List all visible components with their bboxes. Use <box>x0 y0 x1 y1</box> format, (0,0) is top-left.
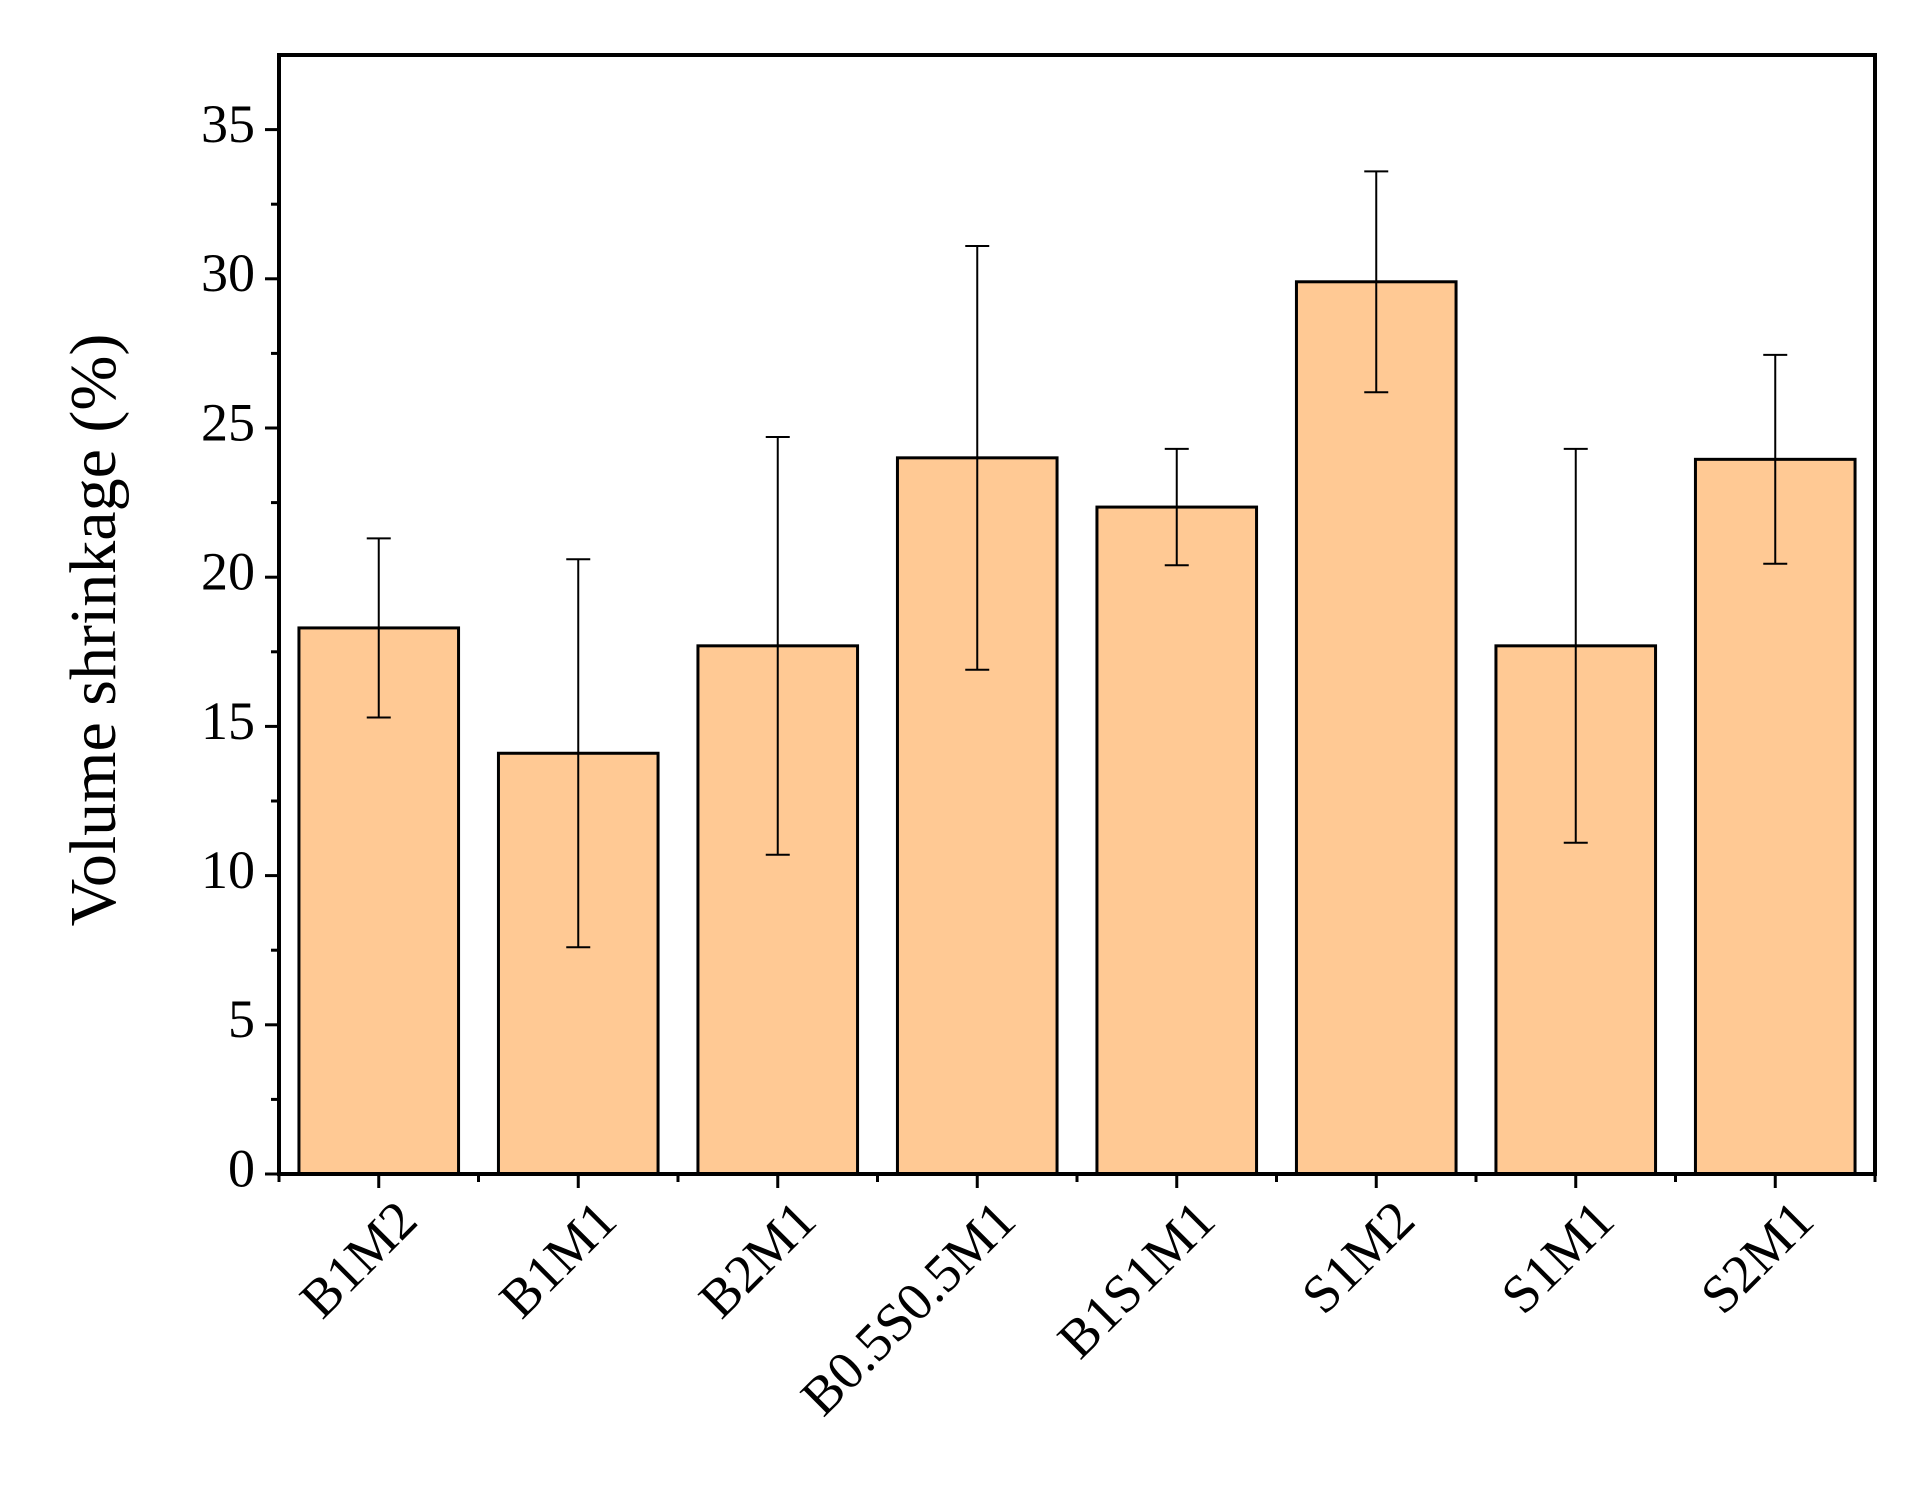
y-tick-label: 15 <box>201 691 255 751</box>
x-tick-label: S2M1 <box>1689 1189 1825 1325</box>
bar <box>1294 280 1458 1176</box>
x-tick-label: S1M2 <box>1290 1189 1426 1325</box>
x-tick-label: S1M1 <box>1490 1189 1626 1325</box>
bar <box>1693 457 1857 1176</box>
y-tick-label: 10 <box>201 840 255 900</box>
error-bar <box>1763 353 1788 565</box>
y-axis-label: Volume shrinkage (%) <box>57 334 130 927</box>
error-bar <box>1563 447 1588 844</box>
y-tick-label: 20 <box>201 542 255 602</box>
y-tick-label: 5 <box>228 989 255 1049</box>
error-bar <box>366 537 391 719</box>
x-tick-label: B1S1M1 <box>1046 1189 1226 1369</box>
error-bar <box>765 435 790 856</box>
y-tick-label: 30 <box>201 243 255 303</box>
x-tick-label: B1M1 <box>488 1189 628 1329</box>
y-tick-label: 25 <box>201 392 255 452</box>
y-tick-label: 0 <box>228 1138 255 1198</box>
x-tick-label: B0.5S0.5M1 <box>789 1189 1027 1427</box>
error-bar <box>1364 170 1389 394</box>
x-tick-label: B1M2 <box>288 1189 428 1329</box>
error-bar <box>566 558 591 949</box>
x-tick-label: B2M1 <box>687 1189 827 1329</box>
error-bar <box>1164 447 1189 567</box>
plot-frame <box>277 53 1877 1176</box>
error-bar <box>965 244 990 671</box>
bar <box>1095 505 1259 1176</box>
y-tick-label: 35 <box>201 94 255 154</box>
bar <box>297 626 461 1176</box>
